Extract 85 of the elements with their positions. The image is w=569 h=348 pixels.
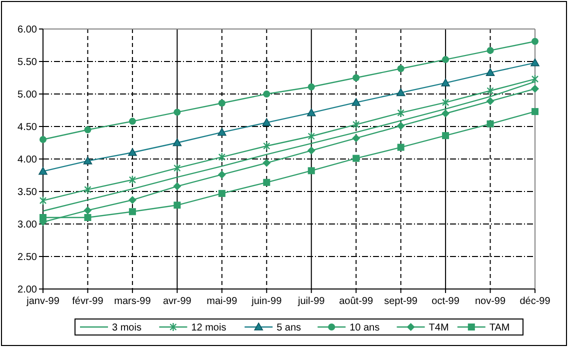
point bbox=[442, 56, 450, 64]
point bbox=[128, 196, 136, 204]
point bbox=[218, 100, 226, 107]
point bbox=[174, 202, 181, 209]
point bbox=[173, 182, 182, 190]
point bbox=[218, 152, 226, 162]
y-tick-label: 2.50 bbox=[18, 252, 38, 263]
point bbox=[263, 141, 270, 151]
point bbox=[531, 84, 539, 93]
point bbox=[486, 68, 495, 76]
point bbox=[308, 132, 315, 141]
point bbox=[396, 122, 405, 130]
point bbox=[397, 65, 404, 72]
x-tick-label: juin-99 bbox=[250, 296, 282, 307]
legend-label: TAM bbox=[489, 322, 510, 334]
point bbox=[84, 126, 92, 134]
y-tick-label: 6.00 bbox=[18, 24, 38, 36]
point bbox=[128, 208, 136, 216]
point bbox=[352, 120, 360, 130]
point bbox=[442, 98, 450, 108]
point bbox=[39, 196, 47, 206]
legend-label: 5 ans bbox=[276, 322, 302, 334]
point bbox=[218, 170, 226, 179]
legend-label: 12 mois bbox=[191, 322, 226, 334]
point bbox=[442, 110, 450, 118]
point bbox=[263, 178, 270, 186]
point bbox=[128, 148, 137, 156]
legend-label: 10 ans bbox=[350, 322, 380, 334]
point bbox=[306, 108, 316, 116]
x-tick-label: sept-99 bbox=[384, 296, 418, 307]
point bbox=[84, 184, 92, 194]
point bbox=[263, 90, 270, 98]
x-tick-label: nov-99 bbox=[474, 296, 506, 307]
y-tick-label: 3.50 bbox=[18, 187, 38, 198]
point bbox=[442, 132, 450, 140]
legend-label: 3 mois bbox=[112, 322, 142, 334]
x-tick-label: mars-99 bbox=[114, 296, 152, 307]
point bbox=[40, 214, 46, 221]
x-tick-label: janv-99 bbox=[26, 296, 60, 307]
point bbox=[262, 118, 272, 126]
point bbox=[486, 86, 494, 96]
point bbox=[486, 46, 494, 54]
point bbox=[396, 88, 406, 96]
point bbox=[397, 108, 404, 118]
point bbox=[172, 138, 182, 146]
point bbox=[532, 108, 538, 116]
legend-label: T4M bbox=[428, 322, 449, 334]
point bbox=[486, 97, 494, 106]
x-tick-label: févr-99 bbox=[72, 296, 104, 307]
point bbox=[530, 58, 540, 66]
point bbox=[352, 154, 360, 162]
point bbox=[486, 120, 494, 128]
x-tick-label: août-99 bbox=[339, 296, 374, 307]
point bbox=[84, 214, 92, 221]
point bbox=[38, 166, 48, 175]
point bbox=[218, 190, 226, 197]
point bbox=[308, 167, 315, 174]
y-tick-label: 3.00 bbox=[18, 220, 38, 230]
point bbox=[308, 83, 315, 90]
point bbox=[84, 206, 92, 214]
x-tick-label: déc-99 bbox=[520, 296, 551, 307]
x-tick-label: avr-99 bbox=[163, 296, 192, 307]
point bbox=[174, 108, 181, 116]
point bbox=[532, 38, 538, 45]
y-tick-label: 4.50 bbox=[18, 122, 38, 133]
point bbox=[83, 156, 92, 164]
point bbox=[397, 144, 404, 151]
point bbox=[40, 136, 46, 143]
y-tick-label: 5.50 bbox=[18, 57, 38, 68]
y-tick-label: 2.00 bbox=[18, 284, 38, 296]
point bbox=[128, 118, 136, 125]
y-tick-label: 5.00 bbox=[18, 90, 38, 100]
point bbox=[352, 74, 360, 82]
point bbox=[441, 78, 450, 86]
point bbox=[352, 134, 360, 142]
x-tick-label: oct-99 bbox=[432, 296, 460, 307]
point bbox=[128, 175, 136, 184]
point bbox=[352, 98, 360, 106]
y-tick-label: 4.00 bbox=[18, 154, 38, 166]
x-tick-label: mai-99 bbox=[206, 296, 238, 307]
point bbox=[218, 128, 226, 136]
x-tick-label: juil-99 bbox=[297, 296, 326, 307]
point bbox=[262, 158, 271, 167]
point bbox=[307, 146, 316, 155]
point bbox=[174, 164, 181, 173]
